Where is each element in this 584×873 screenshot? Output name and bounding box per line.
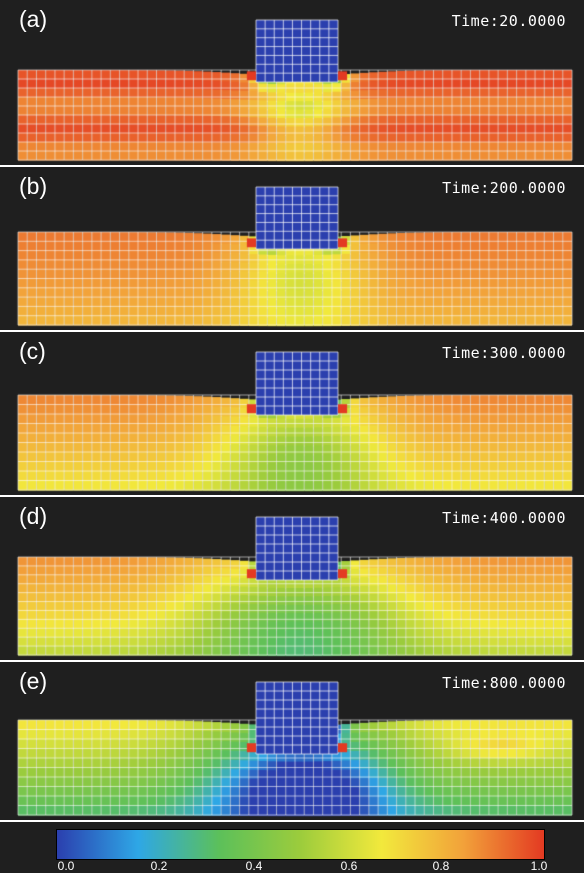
time-label: Time:800.0000 — [442, 674, 566, 692]
field-plot — [0, 167, 584, 330]
colorbar: 0.0 0.2 0.4 0.6 0.8 1.0 — [0, 822, 584, 873]
panel-e: (e) Time:800.0000 — [0, 662, 584, 820]
time-label: Time:300.0000 — [442, 344, 566, 362]
colorbar-tick: 0.4 — [245, 859, 263, 873]
colorbar-gradient — [56, 829, 545, 860]
time-label: Time:20.0000 — [451, 12, 566, 30]
field-plot — [0, 332, 584, 495]
time-label: Time:400.0000 — [442, 509, 566, 527]
panel-c: (c) Time:300.0000 — [0, 332, 584, 495]
panel-d: (d) Time:400.0000 — [0, 497, 584, 660]
colorbar-tick: 0.6 — [340, 859, 358, 873]
field-plot — [0, 0, 584, 165]
colorbar-tick: 0.2 — [150, 859, 168, 873]
time-label: Time:200.0000 — [442, 179, 566, 197]
panel-label: (a) — [19, 6, 48, 32]
colorbar-tick: 0.0 — [57, 859, 75, 873]
field-plot — [0, 497, 584, 660]
panel-b: (b) Time:200.0000 — [0, 167, 584, 330]
panel-a: (a) Time:20.0000 — [0, 0, 584, 165]
panel-label: (d) — [19, 503, 48, 529]
panel-label: (b) — [19, 173, 48, 199]
panel-label: (c) — [19, 338, 46, 364]
field-plot — [0, 662, 584, 820]
panel-label: (e) — [19, 668, 48, 694]
colorbar-tick: 1.0 — [530, 859, 548, 873]
colorbar-tick: 0.8 — [432, 859, 450, 873]
